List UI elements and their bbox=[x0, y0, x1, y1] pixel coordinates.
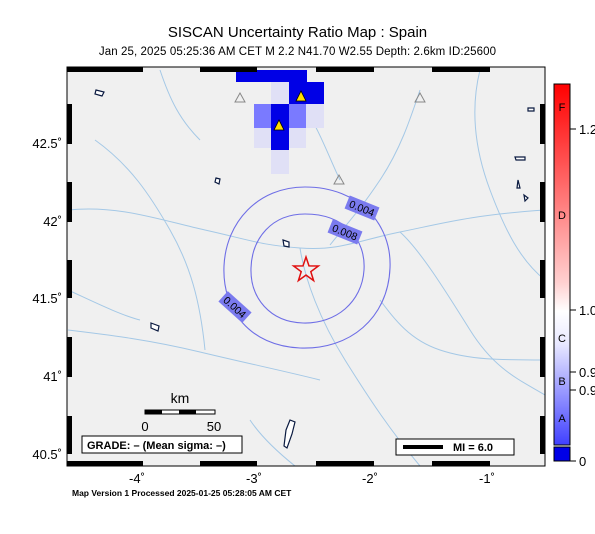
grid-cell bbox=[289, 104, 306, 128]
colorbar-grade: F bbox=[559, 102, 566, 114]
reservoir bbox=[214, 177, 221, 185]
scale-bar-label: 50 bbox=[207, 419, 221, 434]
river bbox=[159, 69, 201, 141]
river bbox=[299, 247, 421, 466]
reservoir bbox=[523, 193, 529, 203]
scale-bar-label: 0 bbox=[141, 419, 148, 434]
colorbar-value: 0 bbox=[579, 454, 586, 469]
station-triangle bbox=[333, 173, 345, 185]
reservoirs bbox=[94, 89, 535, 449]
lon-tick-label: -4˚ bbox=[129, 471, 145, 486]
lat-tick-labels: 42.5˚ 42˚ 41.5˚ 41˚ 40.5˚ bbox=[32, 136, 62, 462]
station-triangle bbox=[414, 91, 426, 103]
lon-tick-label: -1˚ bbox=[479, 471, 495, 486]
grid-cell bbox=[289, 128, 306, 148]
grade-text: GRADE: – (Mean sigma: –) bbox=[87, 440, 226, 452]
river bbox=[474, 69, 545, 281]
reservoir bbox=[514, 156, 526, 161]
river bbox=[67, 329, 321, 381]
scale-bar-unit: km bbox=[171, 390, 190, 406]
lon-tick-labels: -4˚ -3˚ -2˚ -1˚ bbox=[129, 471, 495, 486]
reservoir bbox=[282, 239, 290, 248]
lat-tick-label: 41˚ bbox=[43, 369, 62, 384]
grid-cell bbox=[254, 128, 271, 148]
colorbar-value: 0.9 bbox=[579, 383, 595, 398]
reservoir bbox=[150, 322, 160, 332]
lat-tick-label: 42˚ bbox=[43, 214, 62, 229]
epicenter-star bbox=[291, 254, 321, 283]
map-footer: Map Version 1 Processed 2025-01-25 05:28… bbox=[72, 488, 292, 498]
colorbar-grade: B bbox=[558, 376, 565, 388]
river bbox=[249, 419, 296, 466]
station-triangle bbox=[273, 119, 285, 131]
river bbox=[94, 139, 206, 351]
reservoir bbox=[527, 107, 535, 112]
grid-cell bbox=[254, 104, 271, 128]
grid-cell bbox=[271, 82, 289, 104]
grid-cell bbox=[271, 104, 289, 128]
reservoir bbox=[283, 419, 296, 449]
contour-0-004 bbox=[223, 186, 391, 349]
mi-legend-text: MI = 6.0 bbox=[453, 442, 493, 454]
river bbox=[399, 231, 545, 396]
station-triangle bbox=[234, 91, 246, 103]
reservoir bbox=[94, 89, 105, 97]
colorbar-grade: D bbox=[558, 210, 566, 222]
colorbar-value: 1.0 bbox=[579, 303, 595, 318]
uncertainty-cells bbox=[236, 70, 324, 174]
stations bbox=[234, 90, 426, 185]
lat-tick-label: 42.5˚ bbox=[32, 136, 62, 151]
lat-tick-label: 41.5˚ bbox=[32, 291, 62, 306]
colorbar-grade: A bbox=[558, 413, 566, 425]
mi-legend: MI = 6.0 bbox=[395, 438, 515, 456]
river bbox=[379, 299, 545, 361]
grid-cell bbox=[306, 104, 324, 128]
colorbar-value: 0.9 bbox=[579, 365, 595, 380]
map-frame bbox=[66, 66, 546, 467]
colorbar: F D C B A 1.2 1.0 0.9 0.9 0 bbox=[553, 83, 595, 469]
lon-tick-label: -3˚ bbox=[246, 471, 262, 486]
colorbar-value: 1.2 bbox=[579, 122, 595, 137]
grid-cell bbox=[236, 70, 307, 82]
lat-tick-label: 40.5˚ bbox=[32, 447, 62, 462]
reservoir bbox=[516, 179, 521, 189]
grid-cell bbox=[271, 128, 289, 150]
grid-cell bbox=[271, 150, 289, 174]
station-triangle bbox=[295, 90, 307, 102]
colorbar-grade: C bbox=[558, 333, 566, 345]
grade-box: GRADE: – (Mean sigma: –) bbox=[81, 435, 243, 454]
lon-tick-label: -2˚ bbox=[362, 471, 378, 486]
map-title: SISCAN Uncertainty Ratio Map : Spain bbox=[167, 24, 428, 41]
river bbox=[67, 289, 141, 321]
scale-bar: km 0 50 bbox=[141, 390, 221, 434]
map-subtitle: Jan 25, 2025 05:25:36 AM CET M 2.2 N41.7… bbox=[98, 46, 497, 58]
grid-cell bbox=[289, 82, 324, 104]
